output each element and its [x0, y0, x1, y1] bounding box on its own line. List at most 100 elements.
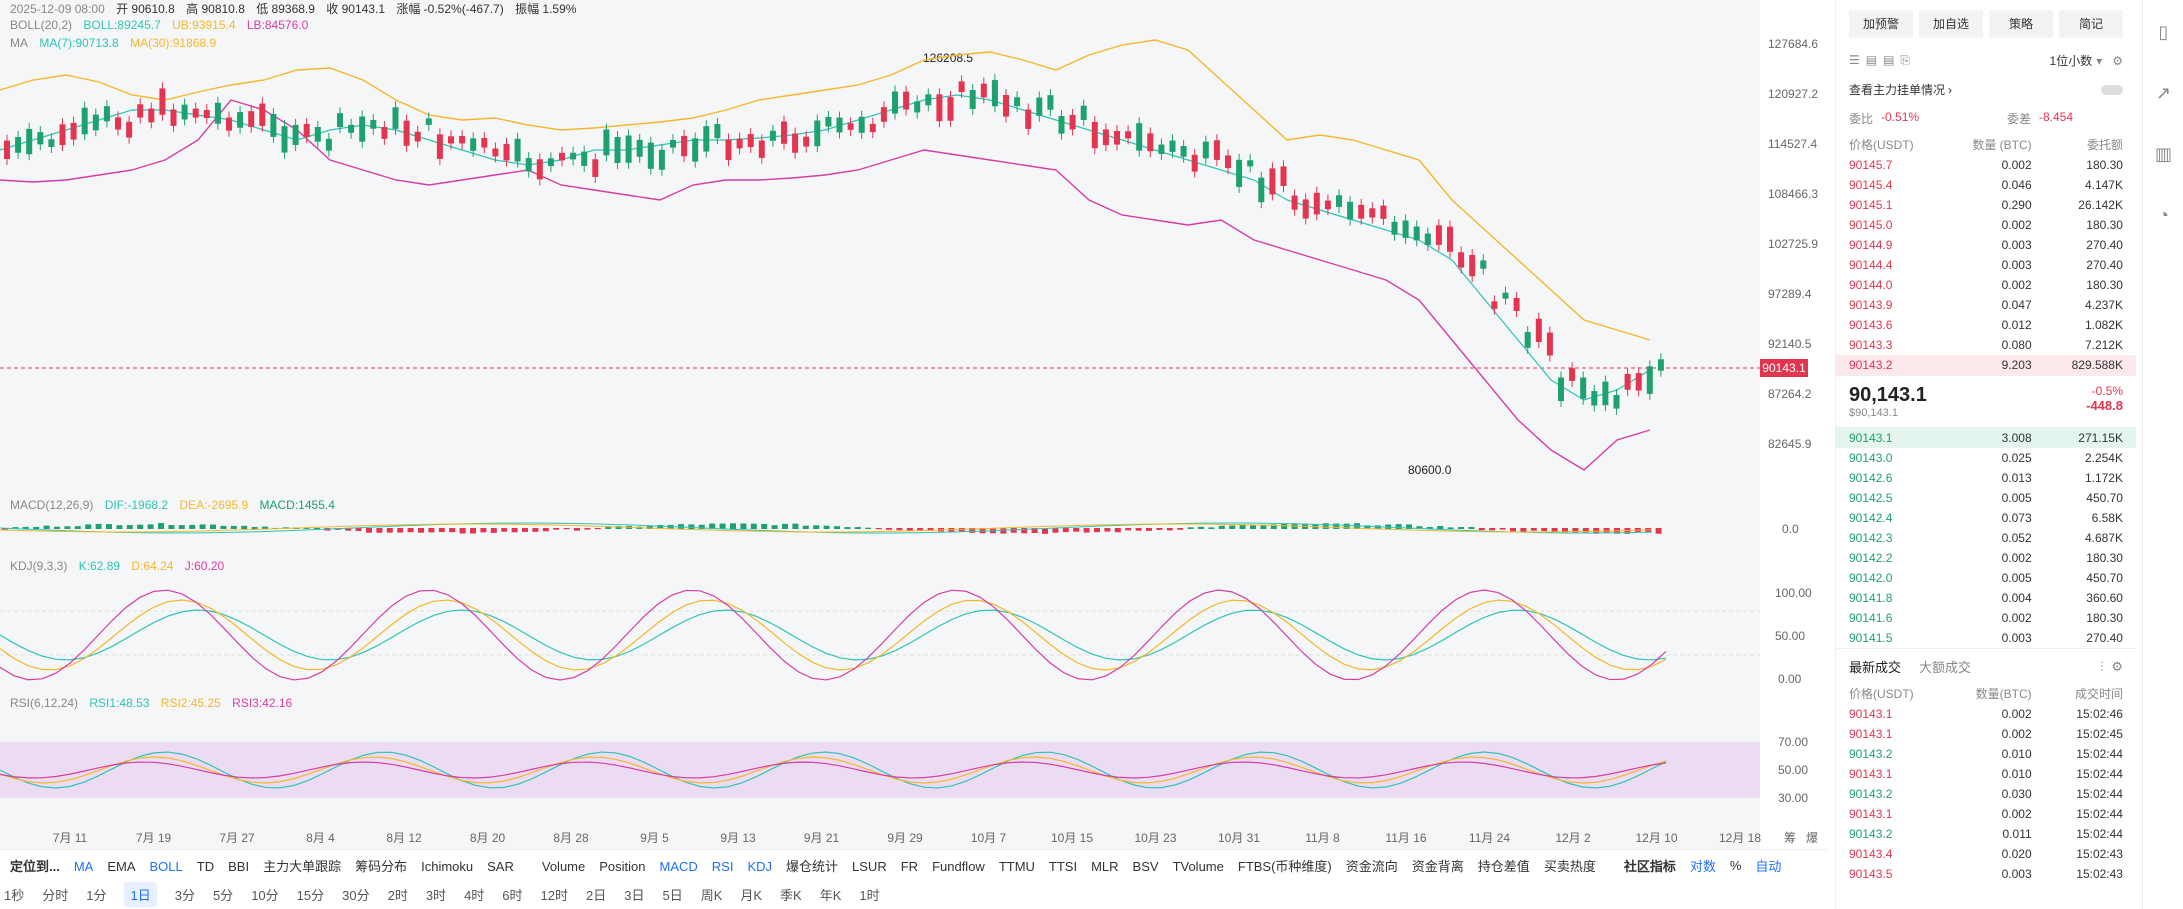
timeframe-5[interactable]: 5分: [212, 887, 234, 903]
timeframe-17[interactable]: 周K: [700, 887, 723, 903]
whale-orders-row[interactable]: 查看主力挂单情况 ›: [1836, 69, 2136, 98]
timeframe-14[interactable]: 2日: [586, 887, 607, 903]
timeframe-3[interactable]: 1日: [124, 881, 157, 907]
sub-indicator-5[interactable]: 爆仓统计: [786, 858, 839, 874]
timeframe-9[interactable]: 2时: [387, 887, 408, 903]
timeframe-15[interactable]: 3日: [624, 887, 645, 903]
boll-legend[interactable]: BOLL(20,2) BOLL:89245.7 UB:93915.4 LB:84…: [10, 18, 316, 32]
timeframe-12[interactable]: 6时: [502, 887, 523, 903]
whale-toggle[interactable]: [2101, 84, 2123, 95]
locate-button[interactable]: 定位到...: [10, 858, 60, 874]
document-icon[interactable]: ▯: [2158, 22, 2169, 42]
auto-scale-button[interactable]: 自动: [1755, 858, 1782, 874]
sub-indicator-9[interactable]: TTMU: [998, 858, 1035, 874]
macd-legend[interactable]: MACD(12,26,9) DIF:-1968.2 DEA:-2695.9 MA…: [10, 498, 343, 512]
qty-header[interactable]: 数量 (BTC): [1972, 138, 2032, 152]
sub-indicator-17[interactable]: 持仓差值: [1477, 858, 1530, 874]
orderbook-row[interactable]: 90142.3 0.052 4.687K: [1836, 528, 2136, 548]
timeframe-19[interactable]: 季K: [780, 887, 802, 903]
orderbook-row[interactable]: 90142.6 0.013 1.172K: [1836, 468, 2136, 488]
main-indicator-7[interactable]: Ichimoku: [421, 858, 474, 874]
orderbook-row[interactable]: 90143.3 0.080 7.212K: [1836, 335, 2136, 355]
orderbook-row[interactable]: 90145.0 0.002 180.30: [1836, 215, 2136, 235]
sub-indicator-18[interactable]: 买卖热度: [1543, 858, 1596, 874]
timeframe-7[interactable]: 15分: [296, 887, 325, 903]
orderbook-row[interactable]: 90141.8 0.004 360.60: [1836, 588, 2136, 608]
sub-indicator-0[interactable]: Volume: [541, 858, 586, 874]
sub-indicator-6[interactable]: LSUR: [852, 858, 887, 874]
kdj-legend[interactable]: KDJ(9,3,3) K:62.89 D:64.24 J:60.20: [10, 559, 232, 573]
main-indicator-6[interactable]: 筹码分布: [355, 858, 408, 874]
sub-indicator-13[interactable]: TVolume: [1172, 858, 1224, 874]
tab-large-trades[interactable]: 大额成交: [1919, 660, 1972, 675]
main-indicator-1[interactable]: EMA: [107, 858, 136, 874]
notes-button[interactable]: 简记: [2059, 10, 2123, 38]
sub-indicator-2[interactable]: MACD: [659, 858, 698, 874]
chart-icon[interactable]: ↗: [2155, 83, 2172, 103]
amount-header[interactable]: 委托额: [2086, 138, 2123, 152]
trade-qty-header[interactable]: 数量(BTC): [1975, 687, 2032, 701]
orderbook-view-icons[interactable]: ☰▤▤⎘: [1849, 53, 1917, 67]
sub-indicator-3[interactable]: RSI: [711, 858, 734, 874]
sub-indicator-14[interactable]: FTBS(币种维度): [1237, 858, 1332, 874]
orderbook-row[interactable]: 90141.5 0.003 270.40: [1836, 628, 2136, 648]
timeframe-2[interactable]: 1分: [86, 887, 107, 903]
main-indicator-2[interactable]: BOLL: [149, 858, 183, 874]
timeframe-11[interactable]: 4时: [464, 887, 485, 903]
orderbook-row[interactable]: 90142.2 0.002 180.30: [1836, 548, 2136, 568]
orderbook-row[interactable]: 90145.7 0.002 180.30: [1836, 155, 2136, 175]
orderbook-row[interactable]: 90144.0 0.002 180.30: [1836, 275, 2136, 295]
add-watchlist-button[interactable]: 加自选: [1919, 10, 1983, 38]
decimal-select[interactable]: 1位小数: [2049, 54, 2093, 68]
orderbook-row[interactable]: 90142.5 0.005 450.70: [1836, 488, 2136, 508]
sub-indicator-4[interactable]: KDJ: [747, 858, 773, 874]
timeframe-13[interactable]: 12时: [540, 887, 568, 903]
timeframe-20[interactable]: 年K: [819, 887, 842, 903]
orderbook-row[interactable]: 90143.1 3.008 271.15K: [1836, 428, 2136, 448]
timeframe-10[interactable]: 3时: [425, 887, 447, 903]
sub-indicator-7[interactable]: FR: [900, 858, 919, 874]
trade-settings-icon[interactable]: ⚙: [2111, 658, 2123, 674]
main-indicator-5[interactable]: 主力大单跟踪: [263, 858, 342, 874]
timeframe-16[interactable]: 5日: [662, 887, 683, 903]
timeframe-6[interactable]: 10分: [251, 887, 279, 903]
sub-indicator-12[interactable]: BSV: [1132, 858, 1159, 874]
orderbook-row[interactable]: 90144.9 0.003 270.40: [1836, 235, 2136, 255]
timeframe-8[interactable]: 30分: [342, 887, 370, 903]
timeframe-21[interactable]: 1时: [859, 887, 880, 903]
orderbook-row[interactable]: 90141.6 0.002 180.30: [1836, 608, 2136, 628]
stats-icon[interactable]: ▥: [2154, 144, 2172, 164]
sub-indicator-10[interactable]: TTSI: [1048, 858, 1078, 874]
orderbook-row[interactable]: 90145.4 0.046 4.147K: [1836, 175, 2136, 195]
main-indicator-0[interactable]: MA: [73, 858, 94, 874]
percent-scale-button[interactable]: %: [1729, 857, 1742, 873]
sub-indicator-8[interactable]: Fundflow: [932, 858, 985, 874]
sub-indicator-1[interactable]: Position: [599, 858, 646, 874]
timeframe-4[interactable]: 3分: [174, 887, 195, 903]
orderbook-row[interactable]: 90143.9 0.047 4.237K: [1836, 295, 2136, 315]
community-indicators-button[interactable]: 社区指标: [1623, 858, 1676, 874]
main-indicator-4[interactable]: BBI: [228, 858, 250, 874]
orderbook-row[interactable]: 90142.0 0.005 450.70: [1836, 568, 2136, 588]
timeframe-18[interactable]: 月K: [740, 887, 763, 903]
orderbook-row[interactable]: 90144.4 0.003 270.40: [1836, 255, 2136, 275]
candlestick-chart[interactable]: 127684.6 120927.2 114527.4 108466.3 102725.9…: [0, 0, 1828, 849]
main-indicator-8[interactable]: SAR: [487, 858, 514, 874]
settings-icon[interactable]: ⚙: [2112, 53, 2123, 68]
timeframe-1[interactable]: 分时: [42, 887, 69, 903]
sub-indicator-16[interactable]: 资金背离: [1411, 858, 1464, 874]
log-scale-button[interactable]: 对数: [1689, 858, 1716, 874]
main-indicator-3[interactable]: TD: [196, 858, 215, 874]
analysis-icon[interactable]: ◔: [2158, 205, 2169, 225]
tab-latest-trades[interactable]: 最新成交: [1849, 660, 1902, 675]
orderbook-row[interactable]: 90143.6 0.012 1.082K: [1836, 315, 2136, 335]
rsi-legend[interactable]: RSI(6,12,24) RSI1:48.53 RSI2:45.25 RSI3:…: [10, 696, 300, 710]
timeframe-0[interactable]: 1秒: [4, 887, 25, 903]
chart-area[interactable]: 127684.6 120927.2 114527.4 108466.3 102725.9…: [0, 0, 1828, 909]
orderbook-row[interactable]: 90143.0 0.025 2.254K: [1836, 448, 2136, 468]
add-alert-button[interactable]: 加预警: [1849, 10, 1913, 38]
orderbook-row[interactable]: 90142.4 0.073 6.58K: [1836, 508, 2136, 528]
ma-legend[interactable]: MA MA(7):90713.8 MA(30):91868.9: [10, 36, 224, 50]
orderbook-row[interactable]: 90145.1 0.290 26.142K: [1836, 195, 2136, 215]
orderbook-row[interactable]: 90143.2 9.203 829.588K: [1836, 355, 2136, 375]
